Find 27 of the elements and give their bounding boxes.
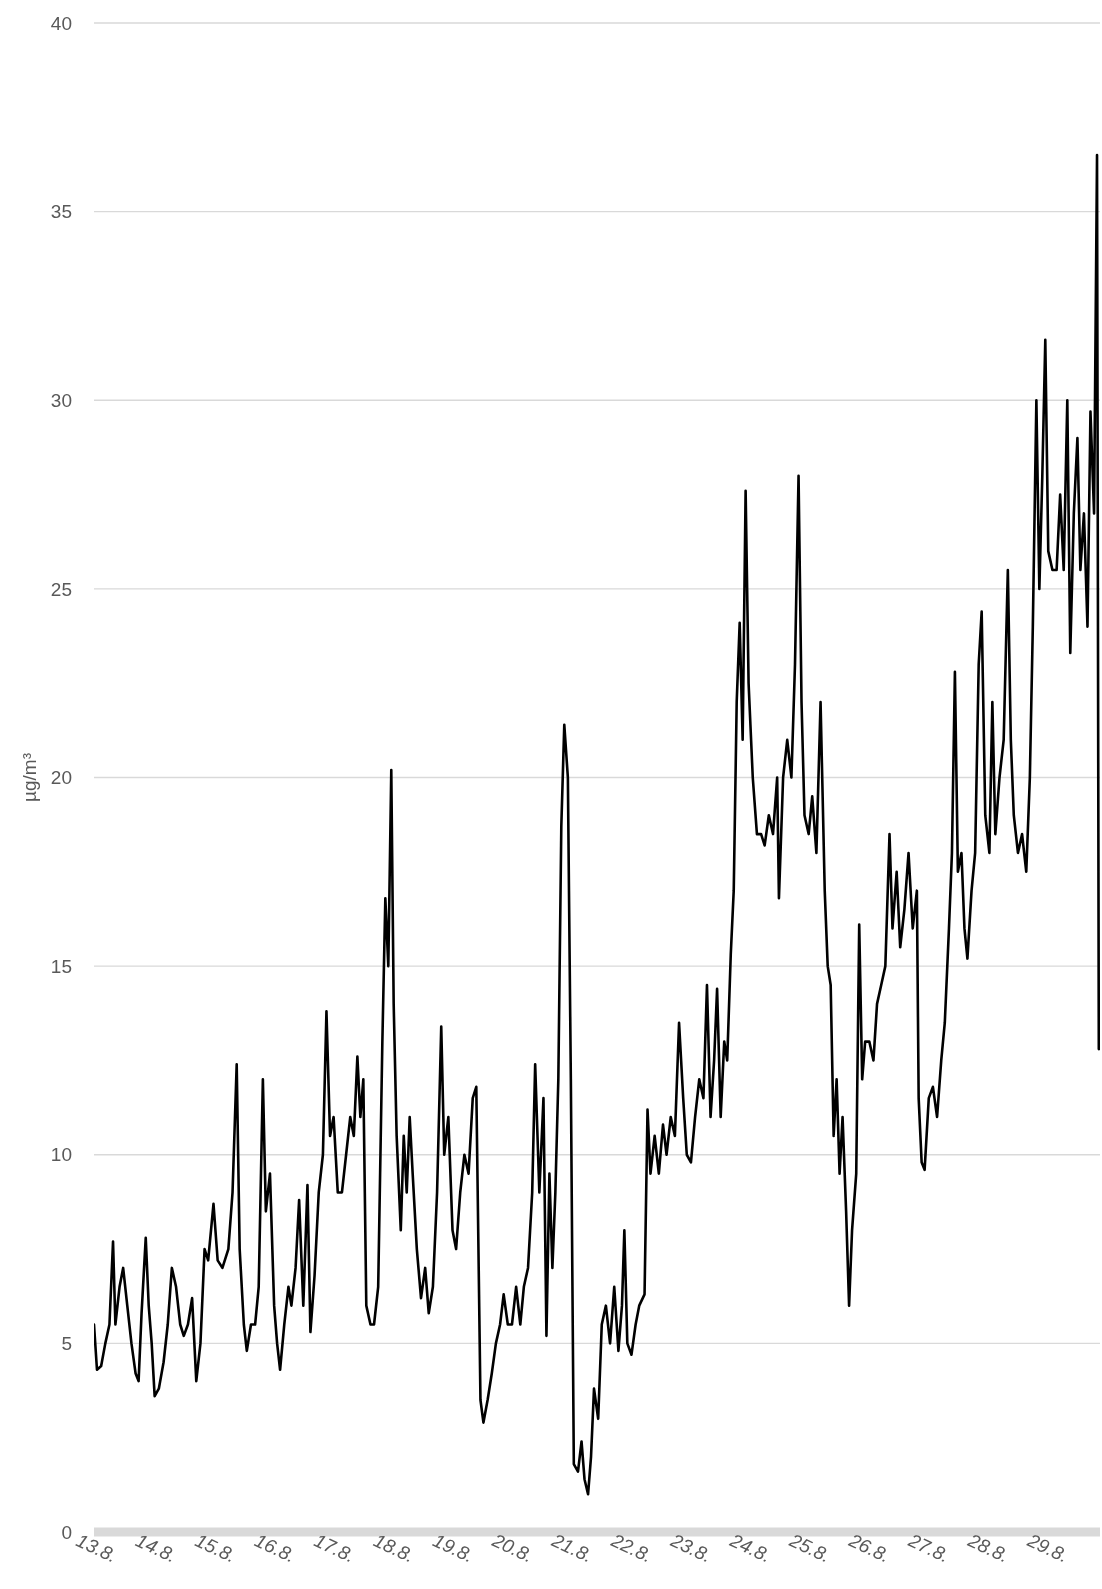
x-tick-label: 22.8.: [607, 1529, 656, 1567]
x-tick-label: 16.8.: [251, 1529, 299, 1567]
x-tick-label: 20.8.: [488, 1529, 537, 1567]
y-tick-label: 10: [50, 1144, 72, 1166]
x-tick-label: 21.8.: [547, 1529, 596, 1567]
y-tick-label: 40: [50, 12, 72, 34]
x-tick-label: 29.8.: [1023, 1529, 1072, 1567]
x-tick-label: 23.8.: [666, 1529, 715, 1567]
y-tick-label: 15: [50, 955, 72, 977]
x-tick-label: 15.8.: [192, 1529, 240, 1567]
y-tick-label: 25: [50, 578, 72, 600]
x-tick-label: 25.8.: [785, 1529, 834, 1567]
y-tick-label: 5: [61, 1333, 72, 1355]
x-tick-label: 19.8.: [429, 1529, 478, 1567]
x-tick-label: 14.8.: [132, 1529, 180, 1567]
x-tick-label: 13.8.: [73, 1529, 121, 1567]
x-tick-label: 27.8.: [904, 1529, 953, 1567]
y-tick-label: 35: [50, 201, 72, 223]
x-tick-label: 26.8.: [845, 1529, 894, 1567]
y-tick-label: 0: [61, 1521, 72, 1543]
y-axis-title: µg/m³: [19, 753, 40, 802]
x-tick-label: 24.8.: [726, 1529, 775, 1567]
x-tick-label: 17.8.: [310, 1529, 359, 1567]
y-tick-label: 30: [50, 389, 72, 411]
x-tick-label: 18.8.: [370, 1529, 418, 1567]
x-tick-label: 28.8.: [964, 1529, 1013, 1567]
y-tick-label: 20: [50, 767, 72, 789]
